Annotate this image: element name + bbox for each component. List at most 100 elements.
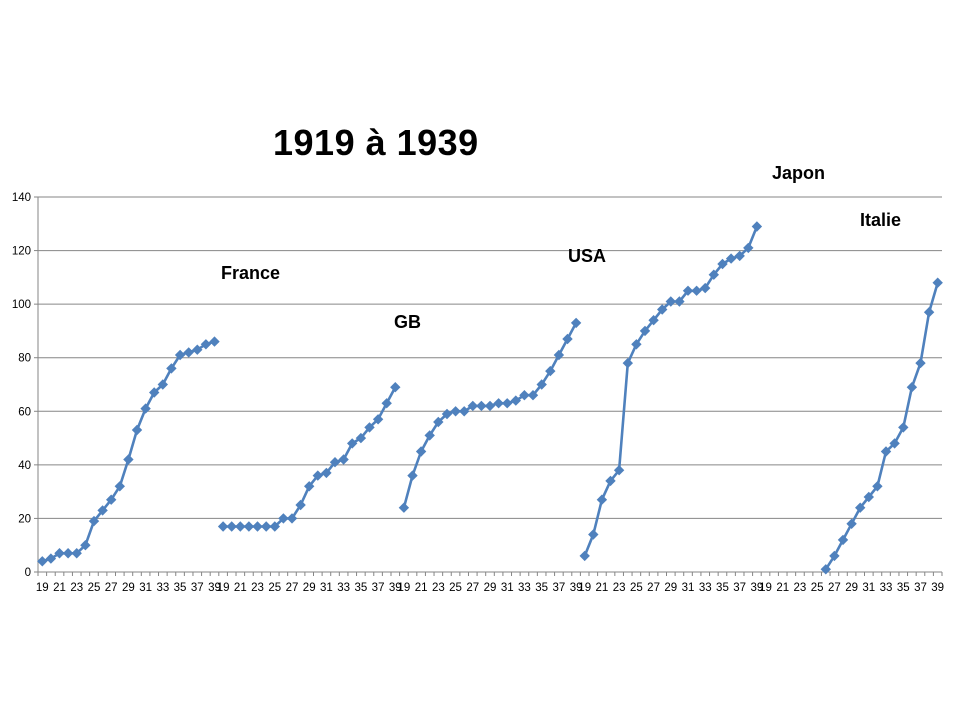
data-point-usa bbox=[510, 395, 521, 406]
data-point-japon bbox=[605, 475, 616, 487]
data-point-italie bbox=[872, 481, 883, 492]
series-line-italie bbox=[824, 282, 939, 571]
data-point-gb bbox=[312, 470, 323, 481]
data-point-gb bbox=[286, 513, 298, 524]
data-point-gb bbox=[269, 521, 280, 532]
series-label-gb: GB bbox=[394, 312, 421, 332]
data-point-gb bbox=[261, 521, 272, 532]
x-tick-label: 29 bbox=[845, 582, 858, 594]
x-tick-label: 31 bbox=[320, 582, 333, 594]
data-point-usa bbox=[493, 398, 504, 409]
x-tick-label: 27 bbox=[647, 582, 660, 594]
data-point-italie bbox=[906, 382, 918, 393]
x-tick-label: 21 bbox=[53, 582, 66, 594]
data-point-usa bbox=[519, 390, 530, 401]
y-tick-label-60: 60 bbox=[18, 406, 31, 418]
data-point-gb bbox=[364, 422, 375, 433]
x-tick-label: 31 bbox=[139, 582, 152, 594]
series-markers bbox=[37, 221, 943, 575]
x-tick-label: 23 bbox=[432, 582, 445, 594]
y-tick-label-100: 100 bbox=[12, 299, 31, 311]
series-line-usa bbox=[402, 322, 578, 509]
data-point-france bbox=[80, 540, 91, 551]
gridlines bbox=[38, 196, 942, 519]
data-point-japon bbox=[708, 269, 719, 280]
data-point-gb bbox=[278, 513, 289, 524]
x-tick-label: 29 bbox=[664, 582, 677, 594]
x-tick-label: 25 bbox=[268, 582, 281, 594]
data-point-france bbox=[131, 424, 143, 436]
data-point-france bbox=[106, 494, 117, 505]
data-point-france bbox=[209, 336, 220, 347]
x-tick-label: 23 bbox=[251, 582, 264, 594]
data-point-gb bbox=[355, 432, 367, 444]
x-tick-label: 31 bbox=[862, 582, 875, 594]
x-tick-label: 37 bbox=[914, 582, 927, 594]
data-point-usa bbox=[536, 379, 547, 390]
data-point-usa bbox=[476, 400, 487, 412]
series-label-japon: Japon bbox=[772, 163, 826, 183]
x-tick-label: 23 bbox=[613, 582, 626, 594]
axes bbox=[34, 196, 943, 576]
data-point-italie bbox=[829, 550, 840, 562]
data-point-france bbox=[157, 379, 168, 390]
x-tick-label: 29 bbox=[303, 582, 316, 594]
data-point-gb bbox=[329, 457, 341, 468]
data-point-japon bbox=[613, 465, 625, 476]
x-tick-label: 37 bbox=[191, 582, 204, 594]
x-tick-label: 27 bbox=[828, 582, 841, 594]
x-tick-label: 27 bbox=[466, 582, 479, 594]
data-point-italie bbox=[898, 422, 909, 433]
data-point-gb bbox=[321, 467, 332, 479]
x-tick-label: 39 bbox=[389, 582, 402, 594]
data-point-france bbox=[88, 515, 100, 527]
data-point-japon bbox=[674, 296, 685, 307]
data-point-gb bbox=[304, 481, 315, 492]
series-line-france bbox=[41, 340, 215, 563]
data-point-japon bbox=[725, 253, 737, 264]
series-label-italie: Italie bbox=[860, 210, 902, 230]
data-point-usa bbox=[407, 470, 418, 481]
series-label-usa: USA bbox=[568, 246, 607, 266]
x-tick-label: 19 bbox=[217, 582, 230, 594]
data-point-japon bbox=[665, 296, 676, 307]
data-point-japon bbox=[657, 304, 668, 315]
x-tick-label: 33 bbox=[156, 582, 169, 594]
series-line-gb bbox=[223, 386, 397, 528]
data-point-france bbox=[183, 347, 194, 358]
data-point-gb bbox=[217, 521, 229, 532]
data-point-usa bbox=[398, 502, 410, 513]
data-point-japon bbox=[622, 357, 633, 369]
data-point-usa bbox=[545, 365, 556, 377]
x-tick-label: 21 bbox=[415, 582, 428, 594]
data-point-france bbox=[114, 481, 125, 492]
x-tick-label: 35 bbox=[535, 582, 548, 594]
x-tick-label: 33 bbox=[518, 582, 531, 594]
x-tick-label: 35 bbox=[354, 582, 367, 594]
x-tick-label: 37 bbox=[733, 582, 746, 594]
data-point-japon bbox=[648, 315, 659, 326]
data-point-italie bbox=[932, 277, 943, 288]
data-point-japon bbox=[691, 285, 702, 296]
x-tick-label: 19 bbox=[398, 582, 411, 594]
data-point-usa bbox=[527, 390, 539, 401]
data-point-usa bbox=[459, 406, 470, 417]
x-tick-label: 21 bbox=[776, 582, 789, 594]
data-point-france bbox=[174, 349, 186, 361]
x-tick-label: 25 bbox=[630, 582, 643, 594]
data-point-gb bbox=[338, 454, 349, 465]
y-tick-label-40: 40 bbox=[18, 460, 31, 472]
y-tick-label-20: 20 bbox=[18, 513, 31, 525]
x-tick-label: 33 bbox=[337, 582, 350, 594]
data-point-usa bbox=[467, 400, 478, 412]
data-point-italie bbox=[915, 357, 926, 369]
x-tick-label: 23 bbox=[794, 582, 807, 594]
x-tick-label: 35 bbox=[174, 582, 187, 594]
data-point-italie bbox=[837, 534, 849, 546]
data-point-japon bbox=[743, 242, 754, 254]
x-tick-label: 29 bbox=[484, 582, 497, 594]
data-point-italie bbox=[889, 438, 900, 449]
data-point-gb bbox=[243, 521, 255, 532]
x-tick-label: 31 bbox=[682, 582, 695, 594]
